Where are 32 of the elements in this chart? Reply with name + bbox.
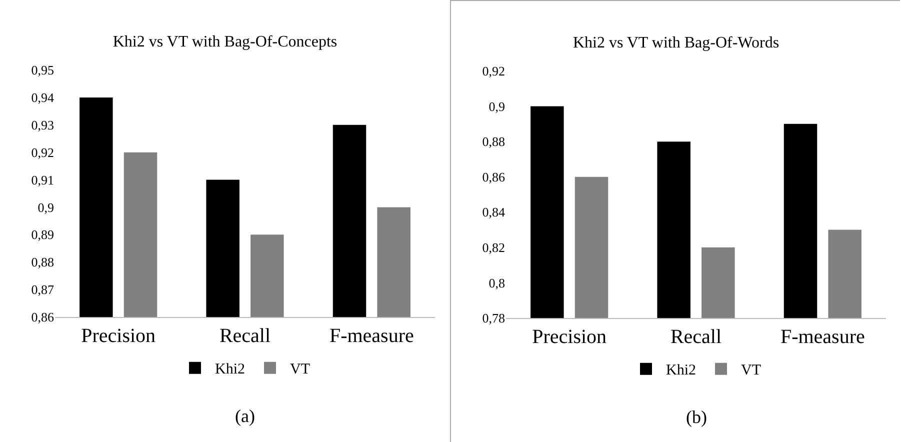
text: (a) bbox=[235, 406, 255, 426]
y-tick-label: 0,78 bbox=[482, 310, 505, 326]
x-tick-label: Precision bbox=[81, 325, 156, 347]
legend-label: Khi2 bbox=[215, 362, 245, 378]
chart-title: Khi2 vs VT with Bag-Of-Words bbox=[572, 34, 780, 52]
y-tick-label: 0,92 bbox=[31, 144, 54, 160]
y-tick-label: 0,86 bbox=[31, 310, 54, 325]
y-tick-label: 0,91 bbox=[31, 172, 54, 188]
y-tick-label: 0,88 bbox=[31, 254, 54, 270]
y-tick-label: 0,9 bbox=[488, 98, 505, 114]
y-tick-label: 0,82 bbox=[482, 240, 505, 255]
legend-label: Khi2 bbox=[666, 362, 696, 379]
x-tick-label: Recall bbox=[670, 326, 722, 348]
y-tick-label: 0,87 bbox=[31, 282, 54, 298]
y-tick-label: 0,9 bbox=[38, 200, 54, 215]
y-tick-label: 0,93 bbox=[31, 117, 54, 132]
x-tick-label: Recall bbox=[219, 325, 271, 347]
x-tick-label: F-measure bbox=[780, 326, 865, 348]
legend-label: VT bbox=[741, 362, 761, 379]
x-tick-label: F-measure bbox=[329, 325, 414, 347]
y-tick-label: 0,89 bbox=[31, 227, 54, 242]
chart-title: Khi2 vs VT with Bag-Of-Concepts bbox=[112, 34, 338, 51]
y-tick-label: 0,94 bbox=[31, 90, 54, 105]
x-tick-label: Precision bbox=[532, 326, 607, 348]
y-tick-label: 0,8 bbox=[488, 275, 505, 290]
y-tick-label: 0,88 bbox=[482, 134, 505, 150]
legend-label: VT bbox=[290, 362, 310, 378]
text: (b) bbox=[686, 407, 707, 427]
y-tick-label: 0,92 bbox=[482, 64, 505, 79]
y-tick-label: 0,86 bbox=[482, 169, 506, 184]
y-tick-label: 0,84 bbox=[482, 204, 506, 220]
y-tick-label: 0,95 bbox=[31, 62, 54, 78]
